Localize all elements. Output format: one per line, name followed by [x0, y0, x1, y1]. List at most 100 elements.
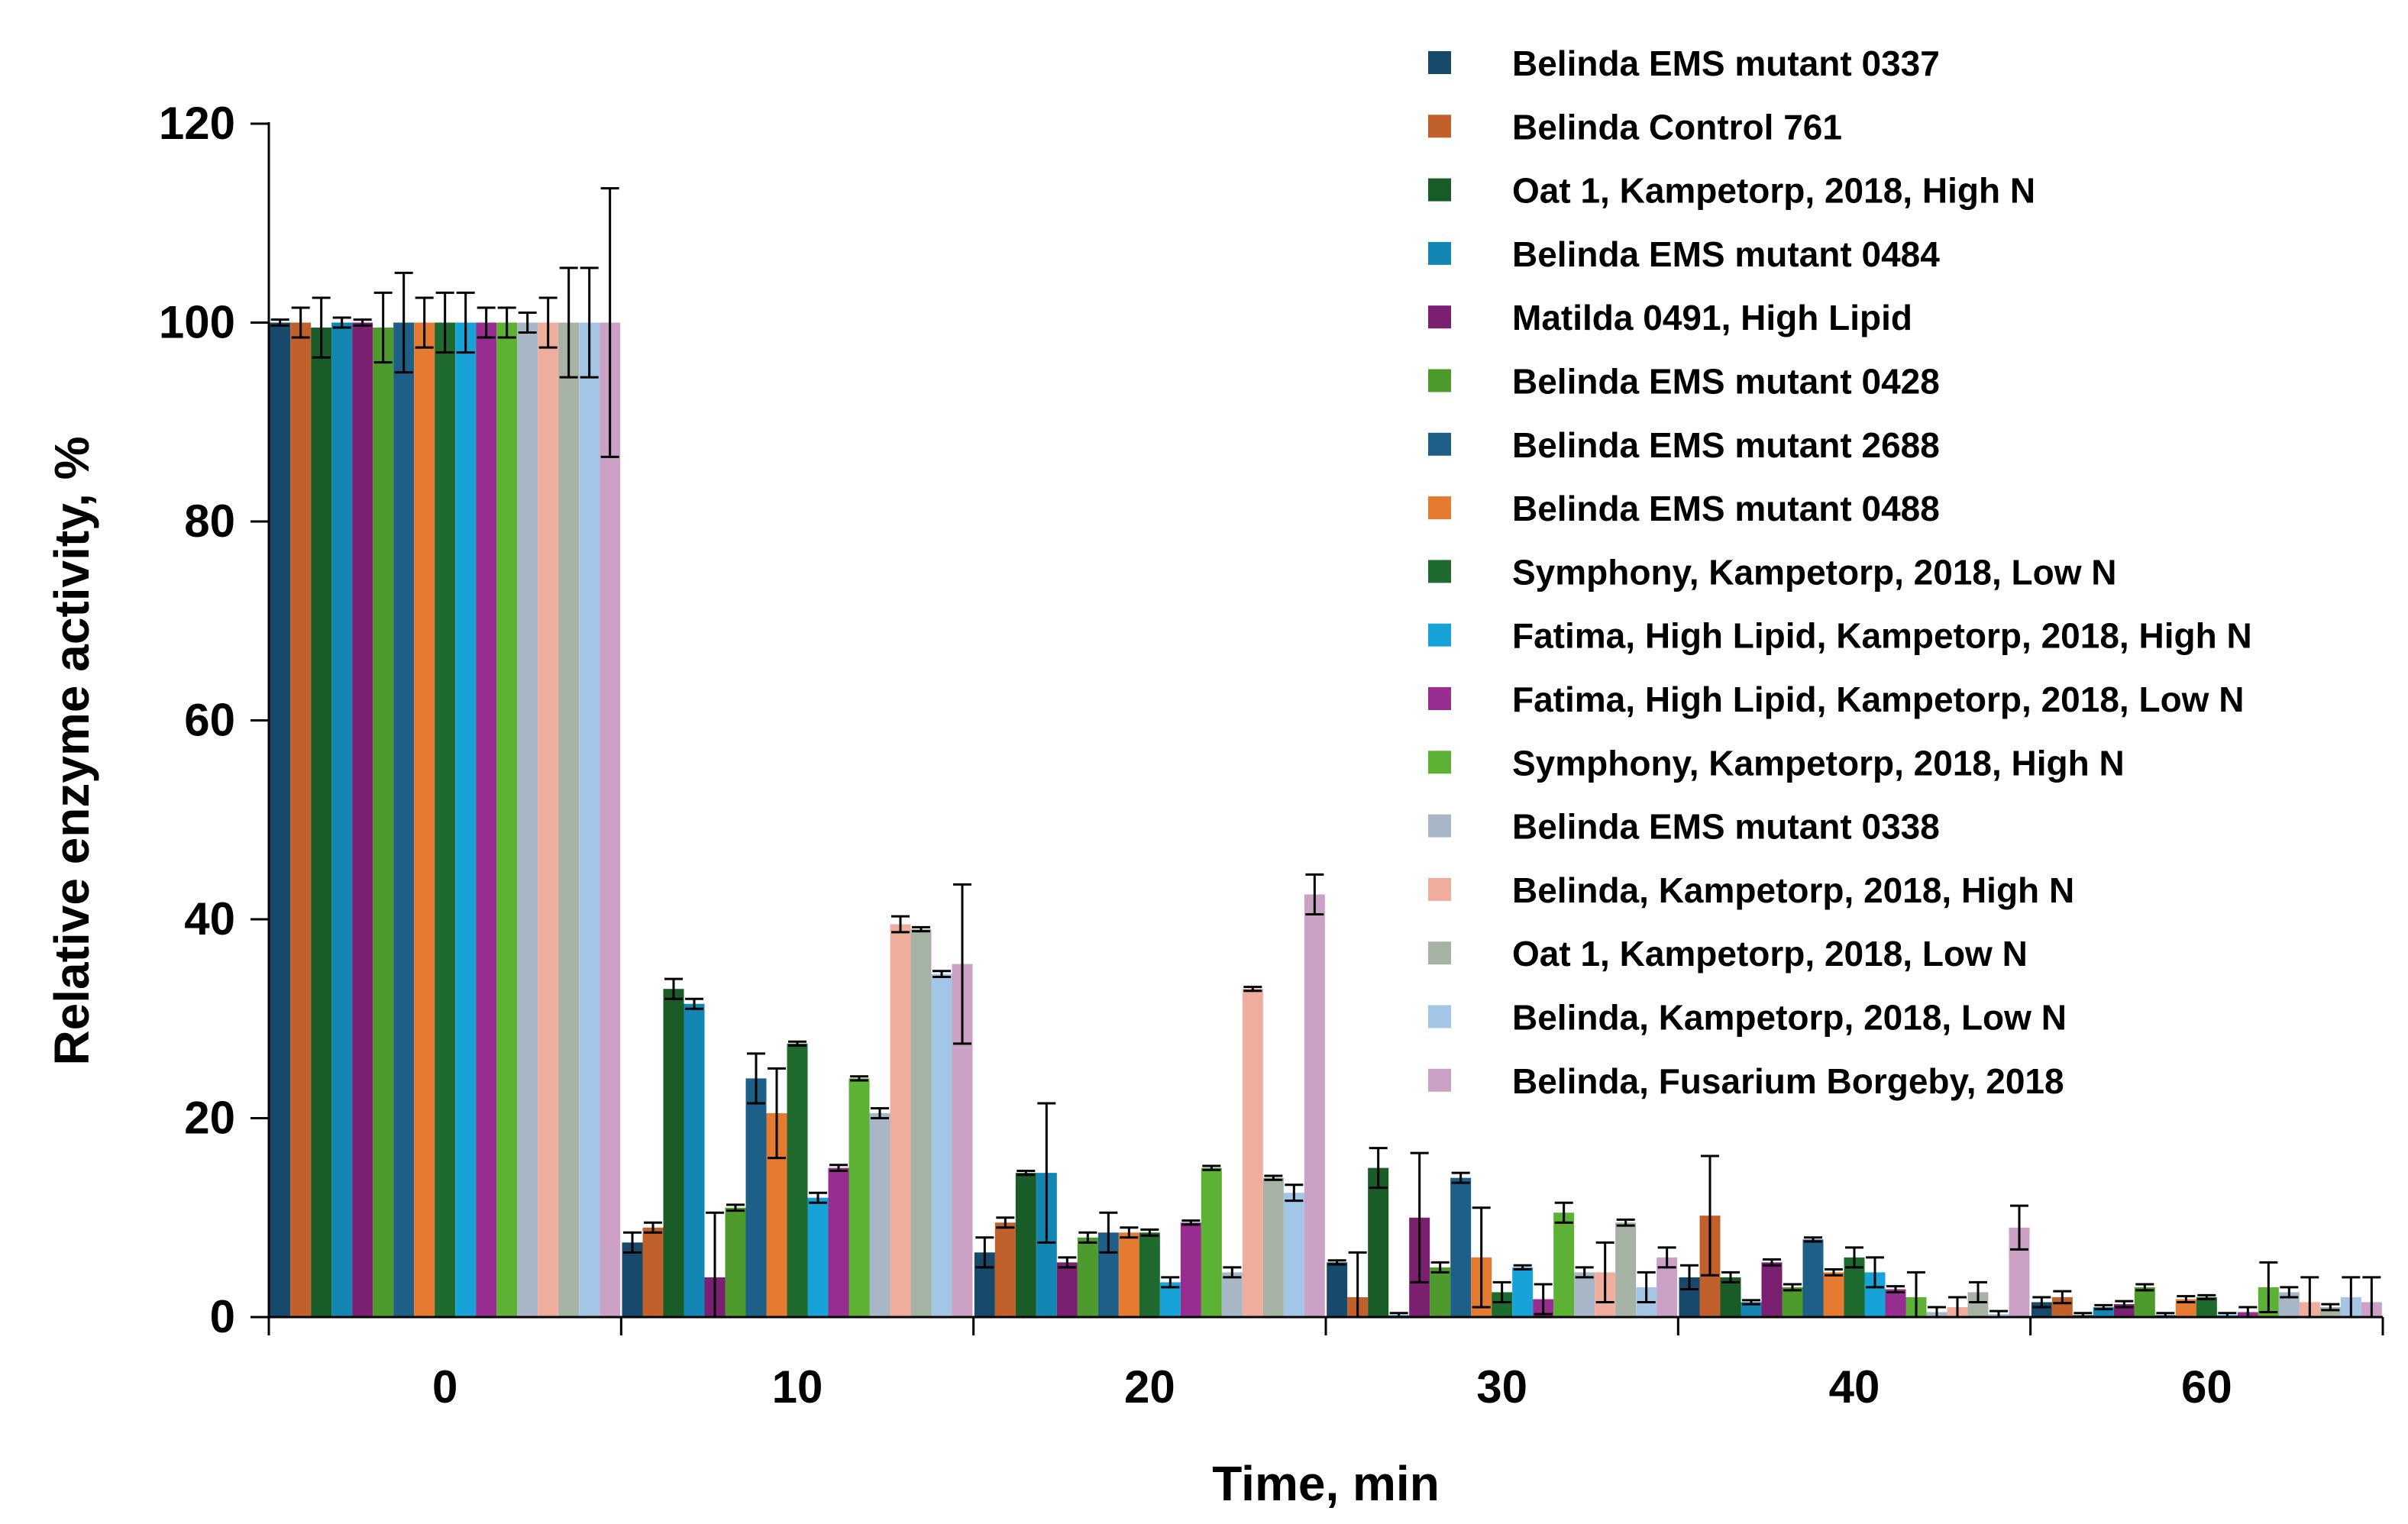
- legend-swatch: [1428, 1005, 1451, 1028]
- bar: [455, 322, 477, 1317]
- legend-label: Oat 1, Kampetorp, 2018, Low N: [1512, 934, 2028, 973]
- bars-layer: [270, 322, 2382, 1318]
- bar: [1823, 1272, 1844, 1317]
- bar: [2196, 1296, 2217, 1317]
- legend-swatch: [1428, 369, 1451, 392]
- legend-label: Belinda, Kampetorp, 2018, High N: [1512, 870, 2074, 910]
- legend-swatch: [1428, 115, 1451, 138]
- bar: [1450, 1177, 1472, 1317]
- bar: [869, 1112, 890, 1317]
- bar: [1221, 1272, 1243, 1317]
- bar: [1283, 1193, 1304, 1317]
- bar: [848, 1078, 870, 1317]
- bar: [414, 322, 435, 1317]
- bar: [373, 328, 394, 1318]
- x-tick-label: 20: [1124, 1361, 1175, 1413]
- bar: [352, 322, 373, 1317]
- legend-label: Fatima, High Lipid, Kampetorp, 2018, Low…: [1512, 680, 2244, 719]
- bar: [331, 322, 353, 1317]
- bar: [828, 1167, 849, 1317]
- bar: [517, 322, 538, 1317]
- legend-swatch: [1428, 51, 1451, 74]
- bar: [1077, 1237, 1098, 1317]
- legend-label: Belinda Control 761: [1512, 107, 1842, 147]
- legend-swatch: [1428, 751, 1451, 774]
- bar: [725, 1207, 746, 1317]
- legend-label: Belinda EMS mutant 0484: [1512, 234, 1940, 274]
- y-tick-label: 80: [184, 496, 235, 547]
- x-axis-title: Time, min: [1212, 1456, 1440, 1511]
- bar: [290, 322, 312, 1317]
- legend-label: Matilda 0491, High Lipid: [1512, 298, 1912, 337]
- bar: [393, 322, 415, 1317]
- bar: [2031, 1302, 2052, 1317]
- y-tick-label: 20: [184, 1093, 235, 1144]
- legend-label: Belinda, Kampetorp, 2018, Low N: [1512, 998, 2067, 1038]
- bar: [2134, 1287, 2155, 1317]
- legend-swatch: [1428, 496, 1451, 520]
- bar: [1761, 1262, 1783, 1317]
- legend-swatch: [1428, 687, 1451, 710]
- legend-label: Belinda EMS mutant 0337: [1512, 44, 1940, 83]
- bar: [1139, 1232, 1160, 1317]
- legend-swatch: [1428, 877, 1451, 901]
- bar: [1782, 1287, 1803, 1317]
- bar: [1720, 1277, 1741, 1317]
- bar: [1056, 1262, 1078, 1317]
- y-tick-label: 120: [159, 98, 235, 149]
- bar: [579, 322, 600, 1317]
- bar: [994, 1222, 1016, 1317]
- legend: Belinda EMS mutant 0337 Belinda Control 7…: [1428, 44, 2252, 1101]
- bar: [1885, 1289, 1906, 1317]
- bar: [1180, 1222, 1201, 1317]
- bar: [1368, 1167, 1389, 1317]
- legend-swatch: [1428, 432, 1451, 456]
- legend-label: Oat 1, Kampetorp, 2018, High N: [1512, 171, 2035, 211]
- legend-label: Fatima, High Lipid, Kampetorp, 2018, Hig…: [1512, 616, 2252, 656]
- bar: [1574, 1272, 1595, 1317]
- y-tick-label: 100: [159, 297, 235, 348]
- legend-swatch: [1428, 941, 1451, 965]
- axes-layer: 0 20 40 60 80 100 120 0 10 20 30 40 60 Time, min Relat…: [44, 98, 2384, 1511]
- legend-swatch: [1428, 814, 1451, 838]
- bar: [910, 929, 932, 1317]
- bar: [622, 1242, 643, 1317]
- bar: [807, 1197, 829, 1317]
- legend-swatch: [1428, 1068, 1451, 1092]
- bar: [1242, 989, 1263, 1317]
- legend-label: Belinda EMS mutant 0488: [1512, 489, 1940, 528]
- legend-label: Belinda EMS mutant 0428: [1512, 362, 1940, 402]
- bar: [663, 989, 684, 1317]
- legend-label: Belinda EMS mutant 0338: [1512, 807, 1940, 847]
- bar: [600, 322, 621, 1317]
- legend-label: Symphony, Kampetorp, 2018, Low N: [1512, 552, 2117, 592]
- legend-swatch: [1428, 560, 1451, 583]
- bar: [538, 322, 559, 1317]
- bar: [1304, 894, 1325, 1317]
- x-tick-label: 40: [1829, 1361, 1880, 1413]
- y-axis-title: Relative enzyme activity, %: [44, 436, 99, 1065]
- legend-label: Belinda EMS mutant 2688: [1512, 425, 1940, 465]
- legend-label: Symphony, Kampetorp, 2018, High N: [1512, 743, 2125, 783]
- bar: [1262, 1177, 1284, 1317]
- bar: [476, 322, 497, 1317]
- bar: [642, 1227, 664, 1317]
- bar: [2175, 1299, 2196, 1317]
- bar: [1430, 1267, 1451, 1317]
- bar: [1015, 1173, 1036, 1317]
- y-tick-label: 40: [184, 893, 235, 944]
- x-tick-label: 0: [432, 1361, 457, 1413]
- bar: [1327, 1262, 1348, 1317]
- legend-swatch: [1428, 241, 1451, 265]
- bar: [558, 322, 580, 1317]
- bar: [1741, 1302, 1762, 1317]
- bar: [1553, 1212, 1575, 1317]
- bar: [931, 973, 952, 1317]
- bar: [745, 1078, 767, 1317]
- bar: [1512, 1267, 1534, 1317]
- bar: [1201, 1167, 1222, 1317]
- bar: [787, 1043, 808, 1317]
- legend-swatch: [1428, 623, 1451, 647]
- legend-label: Belinda, Fusarium Borgeby, 2018: [1512, 1061, 2064, 1101]
